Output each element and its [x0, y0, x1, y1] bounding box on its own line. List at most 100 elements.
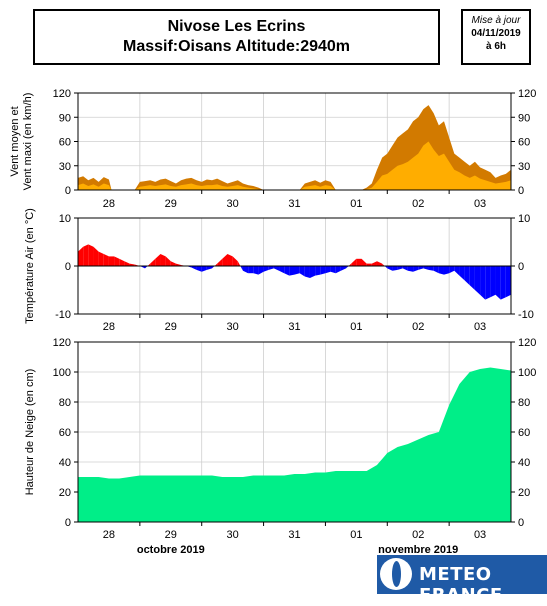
meteo-france-logo: METEO FRANCE	[377, 555, 547, 606]
ytick-label-left-p0-2: 60	[59, 137, 71, 149]
ytick-label-right-p0-2: 60	[518, 137, 530, 149]
temp-area-36	[263, 266, 269, 272]
temp-area-2	[88, 244, 94, 266]
temp-area-60	[387, 266, 393, 271]
temp-area-41	[289, 266, 295, 276]
temp-area-56	[366, 263, 372, 266]
temp-area-33	[248, 266, 254, 274]
temp-area-31b	[240, 266, 243, 271]
temp-area-6	[108, 256, 115, 266]
temp-area-52b	[348, 263, 352, 266]
temp-area-25	[206, 266, 213, 270]
ytick-label-left-p0-4: 120	[53, 88, 71, 100]
temp-area-52a	[346, 266, 349, 269]
xtick-label-p1-4: 01	[350, 321, 362, 333]
temp-area-26a	[212, 266, 215, 269]
temp-area-23	[196, 266, 202, 272]
temp-area-35	[258, 266, 264, 275]
month-label-october: octobre 2019	[137, 544, 205, 556]
temp-area-15	[155, 254, 161, 266]
temp-area-47	[320, 266, 326, 275]
ytick-label-left-p2-1: 20	[59, 487, 71, 499]
xtick-label-p2-2: 30	[227, 529, 239, 541]
temp-area-61	[392, 266, 398, 271]
station-title: Nivose Les Ecrins	[167, 18, 306, 35]
ytick-label-right-p1-0: -10	[518, 309, 534, 321]
temp-area-42	[294, 266, 300, 275]
ytick-label-right-p1-1: 0	[518, 261, 524, 273]
month-label-november: novembre 2019	[378, 544, 458, 556]
xtick-label-p2-0: 28	[103, 529, 115, 541]
xtick-label-p1-1: 29	[165, 321, 177, 333]
xtick-label-p2-4: 01	[350, 529, 362, 541]
ytick-label-left-p2-2: 40	[59, 457, 71, 469]
temp-area-32	[242, 266, 249, 274]
ytick-label-left-p1-0: -10	[55, 309, 71, 321]
temp-area-14	[150, 258, 156, 266]
temp-area-17	[165, 256, 171, 266]
update-date: 04/11/2019	[471, 28, 521, 39]
area-series-p2-0	[78, 367, 511, 522]
temp-area-73	[454, 266, 460, 276]
temp-area-37	[268, 266, 274, 270]
update-box: Mise à jour 04/11/2019 à 6h	[461, 9, 531, 65]
temp-area-28	[222, 254, 228, 266]
ytick-label-right-p2-5: 100	[518, 367, 536, 379]
meteo-france-logo-icon	[380, 558, 412, 590]
ytick-label-right-p0-1: 30	[518, 161, 530, 173]
temp-area-27	[217, 258, 223, 266]
temp-area-38	[273, 266, 280, 271]
temp-area-55	[361, 258, 367, 266]
temp-area-62	[397, 266, 403, 270]
temp-area-49	[330, 266, 336, 274]
xtick-label-p0-5: 02	[412, 198, 424, 210]
temp-area-9	[124, 261, 130, 266]
temp-area-70	[438, 266, 444, 275]
temp-area-48	[325, 266, 331, 274]
xtick-label-p2-1: 29	[165, 529, 177, 541]
xtick-label-p2-3: 31	[288, 529, 300, 541]
temp-area-18	[170, 261, 176, 266]
temp-area-10	[129, 263, 135, 266]
temp-area-68	[428, 266, 434, 271]
temp-area-8	[119, 258, 125, 266]
ytick-label-right-p1-2: 10	[518, 213, 530, 225]
temp-area-71	[443, 266, 450, 275]
xtick-label-p2-6: 03	[474, 529, 486, 541]
temp-area-30	[232, 256, 238, 266]
xtick-label-p0-6: 03	[474, 198, 486, 210]
area-series-p0-1	[78, 141, 511, 190]
xtick-label-p0-3: 31	[288, 198, 300, 210]
ytick-label-right-p2-0: 0	[518, 517, 524, 529]
ytick-label-right-p0-0: 0	[518, 185, 524, 197]
temp-area-75	[464, 266, 470, 286]
temp-area-4	[98, 251, 104, 266]
temp-area-54	[356, 258, 362, 266]
station-subtitle: Massif:Oisans Altitude:2940m	[122, 38, 351, 55]
ytick-label-left-p2-5: 100	[53, 367, 71, 379]
xtick-label-p1-2: 30	[227, 321, 239, 333]
temp-area-78	[480, 266, 486, 300]
temp-area-79	[485, 266, 491, 300]
temp-area-3	[93, 246, 99, 266]
ytick-label-left-p2-0: 0	[65, 517, 71, 529]
temp-area-0	[78, 246, 84, 266]
temp-area-59b	[384, 266, 388, 269]
temp-area-65	[413, 266, 419, 272]
ytick-label-right-p0-4: 120	[518, 88, 536, 100]
temp-area-74	[459, 266, 465, 281]
temp-area-16	[160, 254, 166, 266]
xtick-label-p0-1: 29	[165, 198, 177, 210]
temp-area-67	[423, 266, 429, 270]
temp-area-53	[351, 258, 357, 266]
ytick-label-right-p2-4: 80	[518, 397, 530, 409]
xtick-label-p1-0: 28	[103, 321, 115, 333]
temp-area-76	[469, 266, 475, 290]
ytick-label-right-p2-1: 20	[518, 487, 530, 499]
temp-area-69	[433, 266, 439, 274]
ylabel-p1: Température Air (en °C)	[24, 208, 36, 324]
temp-area-7	[114, 256, 120, 266]
temp-area-1	[83, 244, 89, 266]
temp-area-34	[253, 266, 259, 275]
